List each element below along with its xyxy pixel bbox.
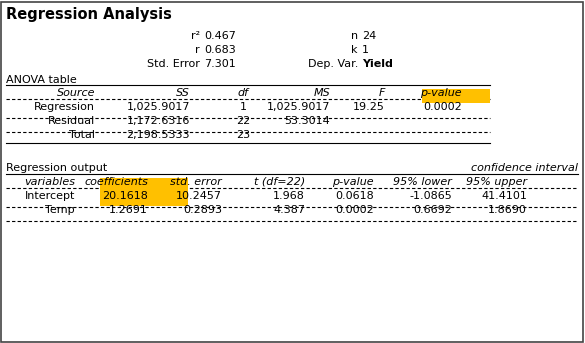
Text: n: n — [351, 31, 358, 41]
FancyBboxPatch shape — [422, 89, 490, 103]
Text: Std. Error: Std. Error — [147, 59, 200, 69]
Text: coefficients: coefficients — [84, 177, 148, 187]
Text: Yield: Yield — [362, 59, 393, 69]
Text: std. error: std. error — [170, 177, 222, 187]
FancyBboxPatch shape — [100, 178, 188, 192]
Text: 20.1618: 20.1618 — [102, 191, 148, 201]
Text: Dep. Var.: Dep. Var. — [308, 59, 358, 69]
Text: confidence interval: confidence interval — [471, 163, 578, 173]
Text: 2,198.5333: 2,198.5333 — [126, 130, 190, 140]
Text: 7.301: 7.301 — [204, 59, 236, 69]
Text: r²: r² — [191, 31, 200, 41]
Text: 4.387: 4.387 — [273, 205, 305, 215]
Text: p-value: p-value — [421, 88, 462, 98]
Text: MS: MS — [313, 88, 330, 98]
Text: 1.8690: 1.8690 — [488, 205, 527, 215]
Text: 23: 23 — [236, 130, 250, 140]
Text: 1,025.9017: 1,025.9017 — [267, 102, 330, 112]
Text: 1: 1 — [362, 45, 369, 55]
Text: 0.6692: 0.6692 — [413, 205, 452, 215]
Text: 95% lower: 95% lower — [393, 177, 452, 187]
FancyBboxPatch shape — [100, 192, 188, 206]
Text: -1.0865: -1.0865 — [410, 191, 452, 201]
Text: Temp: Temp — [46, 205, 75, 215]
Text: 1.968: 1.968 — [273, 191, 305, 201]
Text: 1: 1 — [239, 102, 246, 112]
Text: 0.0618: 0.0618 — [335, 191, 374, 201]
Text: 41.4101: 41.4101 — [481, 191, 527, 201]
Text: 0.0002: 0.0002 — [335, 205, 374, 215]
Text: 0.0002: 0.0002 — [424, 102, 462, 112]
Text: 1,172.6316: 1,172.6316 — [126, 116, 190, 126]
Text: p-value: p-value — [332, 177, 374, 187]
Text: F: F — [378, 88, 385, 98]
Text: 0.683: 0.683 — [204, 45, 236, 55]
Text: Total: Total — [69, 130, 95, 140]
Text: variables: variables — [24, 177, 75, 187]
Text: t (df=22): t (df=22) — [254, 177, 305, 187]
Text: 95% upper: 95% upper — [466, 177, 527, 187]
Text: Source: Source — [57, 88, 95, 98]
Text: 0.467: 0.467 — [204, 31, 236, 41]
Text: 10.2457: 10.2457 — [176, 191, 222, 201]
Text: 53.3014: 53.3014 — [284, 116, 330, 126]
Text: k: k — [352, 45, 358, 55]
Text: Regression Analysis: Regression Analysis — [6, 7, 172, 22]
Text: Residual: Residual — [48, 116, 95, 126]
Text: 24: 24 — [362, 31, 376, 41]
Text: SS: SS — [176, 88, 190, 98]
Text: df: df — [238, 88, 249, 98]
Text: Regression: Regression — [34, 102, 95, 112]
Text: r: r — [195, 45, 200, 55]
Text: 0.2893: 0.2893 — [183, 205, 222, 215]
Text: 1,025.9017: 1,025.9017 — [126, 102, 190, 112]
Text: Intercept: Intercept — [25, 191, 75, 201]
Text: ANOVA table: ANOVA table — [6, 75, 77, 85]
Text: 1.2691: 1.2691 — [109, 205, 148, 215]
Text: 19.25: 19.25 — [353, 102, 385, 112]
Text: Regression output: Regression output — [6, 163, 107, 173]
Text: 22: 22 — [236, 116, 250, 126]
